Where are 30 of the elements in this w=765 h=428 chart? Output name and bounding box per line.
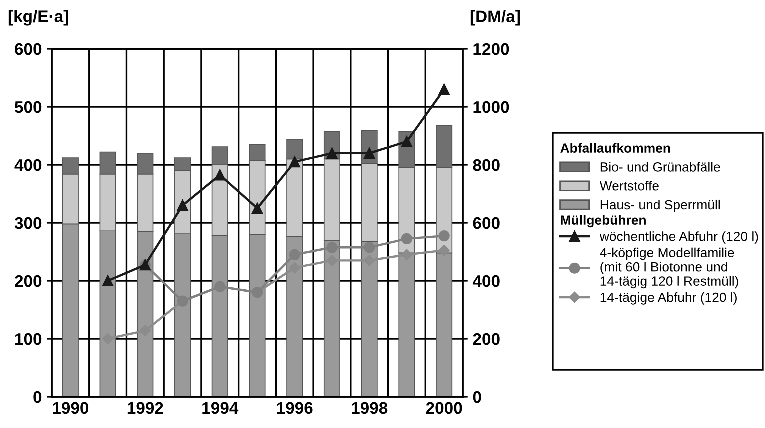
- x-tick-label: 1992: [128, 402, 164, 414]
- x-tick-label: 1990: [53, 402, 89, 414]
- x-tick-label: 1994: [202, 402, 239, 414]
- y2-tick-label: 0: [473, 391, 482, 404]
- y2-tick-label: 400: [472, 275, 500, 288]
- y2-axis-title: [DM/a]: [470, 10, 520, 26]
- legend-label: 4-köpfige Modellfamilie (mit 60 l Biotonne und 14-tägig 120 l Restmüll): [600, 248, 738, 289]
- y2-tick-label: 200: [473, 333, 500, 346]
- x-tick-label: 1996: [277, 402, 313, 414]
- y-tick-label: 0: [34, 391, 42, 404]
- legend-label: Bio- und Grünabfälle: [600, 162, 720, 172]
- text: Müllgebühren: [561, 215, 646, 228]
- legend-label: Wertstoffe: [600, 181, 659, 191]
- y2-tick-label: 800: [473, 159, 500, 172]
- x-tick-label: 2000: [426, 402, 462, 414]
- y-tick-label: 200: [15, 275, 42, 288]
- y-axis-title: [kg/E·a]: [8, 10, 68, 26]
- text: Abfallaufkommen: [560, 143, 670, 153]
- legend-label: wöchentliche Abfuhr (120 l): [600, 232, 758, 244]
- legend-label: 14-tägige Abfuhr (120 l): [600, 292, 737, 305]
- y-tick-label: 500: [14, 101, 42, 114]
- y-tick-label: 400: [14, 159, 42, 172]
- y-tick-label: 300: [14, 217, 42, 230]
- y2-tick-label: 1200: [474, 43, 510, 56]
- y-tick-label: 100: [16, 333, 42, 346]
- x-tick-label: 1998: [352, 402, 388, 414]
- y-tick-label: 600: [15, 43, 42, 56]
- y2-tick-label: 600: [473, 217, 500, 230]
- legend-label: Haus- und Sperrmüll: [600, 200, 720, 212]
- y2-tick-label: 1000: [474, 101, 510, 114]
